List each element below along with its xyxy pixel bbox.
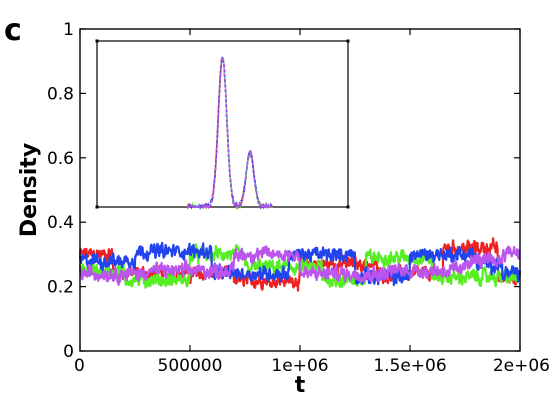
y-tick-label: 0.6 [47, 149, 74, 169]
series-layer [78, 237, 522, 292]
inset-corner-mark [346, 205, 350, 209]
inset-corner-mark [95, 39, 99, 43]
y-tick-label: 0.2 [47, 278, 74, 298]
inset-frame [96, 40, 349, 208]
series-line-3 [78, 245, 521, 286]
x-tick-label: 0 [74, 356, 85, 376]
x-tick-label: 500000 [158, 356, 223, 376]
x-axis-title: t [295, 373, 306, 398]
y-tick-label: 1 [63, 20, 74, 40]
inset-corner-mark [95, 205, 99, 209]
inset-histogram [95, 39, 350, 211]
y-axis-title: Density [17, 143, 42, 237]
y-tick-label: 0.4 [47, 213, 74, 233]
inset-series-2 [186, 56, 273, 211]
inset-layer [95, 39, 350, 211]
inset-corner-mark [346, 39, 350, 43]
x-tick-label: 1e+06 [271, 356, 328, 376]
panel-label: c [4, 13, 22, 48]
x-tick-label: 1.5e+06 [373, 356, 446, 376]
inset-series-3 [187, 54, 274, 210]
series-line-2 [78, 241, 522, 287]
x-tick-label: 2e+06 [493, 356, 550, 376]
y-tick-label: 0.8 [47, 84, 74, 104]
ticks-layer: 0 500000 1e+06 1.5e+06 2e+06 0 0.2 0.4 0.6 0.8 1 [47, 20, 550, 376]
y-tick-label: 0 [63, 342, 74, 362]
